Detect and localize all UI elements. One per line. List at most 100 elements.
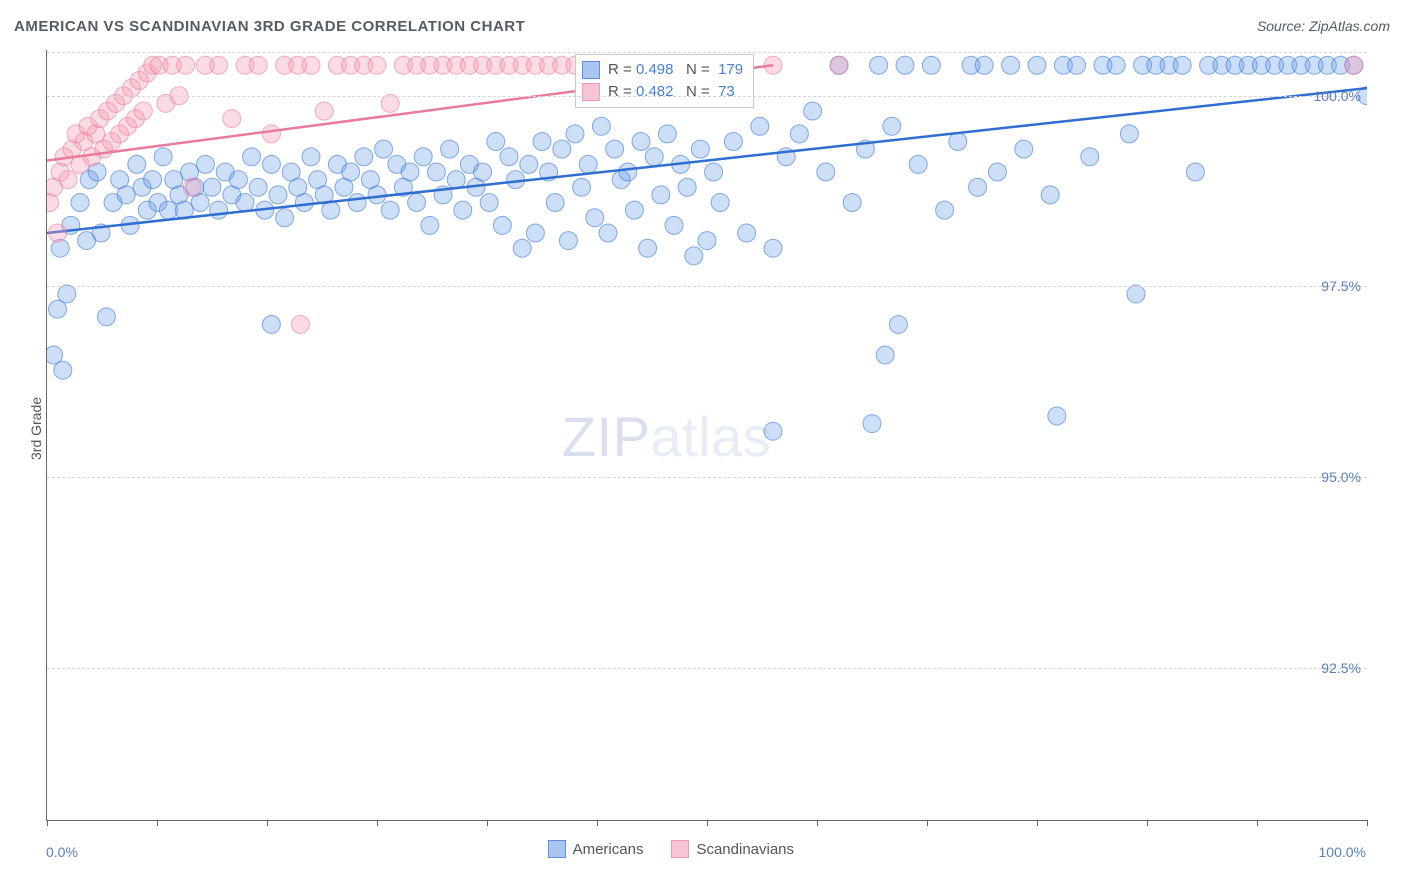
data-point (249, 56, 267, 74)
data-point (427, 163, 445, 181)
data-point (49, 224, 67, 242)
data-point (154, 148, 172, 166)
y-tick-label: 92.5% (1321, 660, 1361, 676)
x-tick (1037, 820, 1038, 826)
x-tick (817, 820, 818, 826)
data-point (249, 178, 267, 196)
data-point (177, 56, 195, 74)
data-point (302, 56, 320, 74)
data-point (599, 224, 617, 242)
data-point (322, 201, 340, 219)
gridline (47, 668, 1367, 669)
stats-swatch (582, 83, 600, 101)
data-point (553, 140, 571, 158)
data-point (210, 201, 228, 219)
data-point (59, 171, 77, 189)
data-point (579, 155, 597, 173)
data-point (1041, 186, 1059, 204)
stats-row: R = 0.498 N = 179 (582, 59, 743, 81)
data-point (1186, 163, 1204, 181)
data-point (128, 155, 146, 173)
plot-area: ZIPatlas R = 0.498 N = 179R = 0.482 N = … (46, 50, 1367, 821)
data-point (262, 315, 280, 333)
data-point (474, 163, 492, 181)
data-point (559, 232, 577, 250)
data-point (1127, 285, 1145, 303)
data-point (546, 193, 564, 211)
data-point (117, 186, 135, 204)
data-point (685, 247, 703, 265)
data-point (276, 209, 294, 227)
data-point (447, 171, 465, 189)
data-point (414, 148, 432, 166)
data-point (401, 163, 419, 181)
data-point (355, 148, 373, 166)
data-point (606, 140, 624, 158)
data-point (1068, 56, 1086, 74)
chart-title: AMERICAN VS SCANDINAVIAN 3RD GRADE CORRE… (14, 18, 525, 35)
data-point (586, 209, 604, 227)
data-point (1120, 125, 1138, 143)
data-point (619, 163, 637, 181)
data-point (632, 132, 650, 150)
data-point (223, 110, 241, 128)
data-point (724, 132, 742, 150)
x-tick (267, 820, 268, 826)
data-point (698, 232, 716, 250)
gridline (47, 286, 1367, 287)
data-point (203, 178, 221, 196)
source-label: Source: ZipAtlas.com (1257, 18, 1390, 34)
stats-text: R = 0.498 N = 179 (608, 59, 743, 81)
data-point (1028, 56, 1046, 74)
x-tick (1257, 820, 1258, 826)
data-point (817, 163, 835, 181)
x-tick (1367, 820, 1368, 826)
data-point (566, 125, 584, 143)
stats-text: R = 0.482 N = 73 (608, 81, 735, 103)
data-point (454, 201, 472, 219)
data-point (487, 132, 505, 150)
data-point (876, 346, 894, 364)
data-point (54, 361, 72, 379)
data-point (870, 56, 888, 74)
x-tick-label: 0.0% (46, 844, 78, 860)
data-point (883, 117, 901, 135)
data-point (348, 193, 366, 211)
y-tick-label: 97.5% (1321, 278, 1361, 294)
data-point (58, 285, 76, 303)
data-point (949, 132, 967, 150)
data-point (315, 102, 333, 120)
gridline (47, 96, 1367, 97)
data-point (421, 216, 439, 234)
data-point (896, 56, 914, 74)
x-tick (1147, 820, 1148, 826)
data-point (863, 415, 881, 433)
data-point (625, 201, 643, 219)
stats-row: R = 0.482 N = 73 (582, 81, 743, 103)
data-point (159, 201, 177, 219)
data-point (573, 178, 591, 196)
legend-bottom: AmericansScandinavians (548, 840, 794, 858)
data-point (751, 117, 769, 135)
data-point (1107, 56, 1125, 74)
data-point (144, 171, 162, 189)
y-tick-label: 95.0% (1321, 469, 1361, 485)
x-tick (157, 820, 158, 826)
data-point (678, 178, 696, 196)
data-point (513, 239, 531, 257)
data-point (368, 56, 386, 74)
data-point (691, 140, 709, 158)
data-point (804, 102, 822, 120)
data-point (1048, 407, 1066, 425)
data-point (134, 102, 152, 120)
gridline (47, 477, 1367, 478)
data-point (975, 56, 993, 74)
legend-swatch (671, 840, 689, 858)
data-point (592, 117, 610, 135)
data-point (526, 224, 544, 242)
data-point (342, 163, 360, 181)
data-point (520, 155, 538, 173)
x-tick (487, 820, 488, 826)
x-tick (707, 820, 708, 826)
data-point (196, 155, 214, 173)
